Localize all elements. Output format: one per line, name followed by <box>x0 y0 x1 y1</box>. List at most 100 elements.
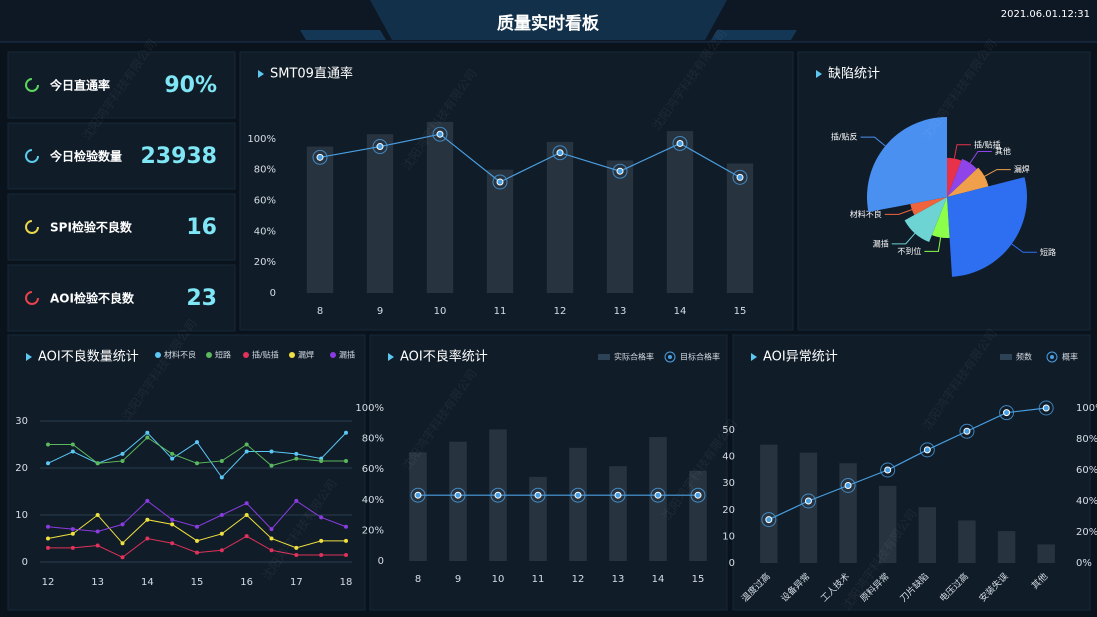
point <box>319 515 324 520</box>
pie-slice <box>947 158 977 197</box>
point <box>294 545 299 550</box>
point <box>95 543 100 548</box>
point <box>195 440 199 445</box>
panel <box>369 334 728 611</box>
point <box>344 538 348 543</box>
point <box>736 173 744 181</box>
point <box>219 513 224 517</box>
x-tick-label: 9 <box>377 306 383 317</box>
x-tick-label: 11 <box>494 306 507 317</box>
header-deco <box>300 30 386 40</box>
y-tick-label: 20 <box>722 505 735 516</box>
point <box>195 550 199 555</box>
x-tick-label: 10 <box>492 574 505 585</box>
point <box>344 524 348 529</box>
point-ring <box>840 478 856 493</box>
x-tick-label: 12 <box>572 574 585 585</box>
kpi-label: SPI检验不良数 <box>50 220 133 235</box>
point <box>344 430 348 435</box>
point <box>244 442 249 447</box>
bar <box>649 437 667 561</box>
point <box>170 456 175 461</box>
y-tick-label: 100% <box>247 134 276 145</box>
point <box>219 548 224 553</box>
point <box>46 536 50 541</box>
y2-tick-label: 40% <box>1076 496 1097 507</box>
leader-line <box>1011 243 1038 253</box>
pie-slice <box>947 167 989 197</box>
point-ring <box>919 442 935 458</box>
y-tick-label: 0 <box>22 557 28 568</box>
bar <box>760 444 778 563</box>
point <box>316 153 324 161</box>
point <box>269 527 274 532</box>
point-ring <box>672 135 688 151</box>
y2-tick-label: 60% <box>1076 465 1097 476</box>
y2-tick-label: 20% <box>1076 527 1097 538</box>
kpi-value: 23 <box>186 286 217 311</box>
point-ring <box>552 145 568 161</box>
point <box>145 517 150 522</box>
kpi-ring <box>25 220 39 234</box>
y-tick-label: 40% <box>362 495 384 506</box>
point <box>120 458 125 463</box>
y-tick-label: 60% <box>254 196 276 207</box>
point <box>1003 409 1011 417</box>
x-tick-label: 16 <box>240 577 253 588</box>
x-tick-label: 15 <box>191 577 204 588</box>
y-tick-label: 80% <box>254 165 276 176</box>
legend-swatch <box>289 352 295 358</box>
title-marker <box>388 353 394 361</box>
point-ring <box>999 405 1015 421</box>
y-tick-label: 10 <box>722 531 735 542</box>
panel <box>7 51 236 119</box>
title-marker <box>816 70 822 78</box>
legend-label: 材料不良 <box>164 350 196 360</box>
page-title: 质量实时看板 <box>497 13 600 34</box>
line <box>319 133 741 183</box>
legend-swatch <box>1050 355 1054 359</box>
point-ring <box>732 169 748 185</box>
y-tick-label: 30 <box>722 478 735 489</box>
x-tick-label: 8 <box>317 306 323 317</box>
bar <box>569 447 587 561</box>
x-tick-label: 13 <box>614 306 627 317</box>
x-tick-label: 12 <box>42 577 55 588</box>
bar <box>689 470 707 561</box>
panel-title: AOI不良数量统计 <box>38 349 139 365</box>
legend-swatch <box>243 352 249 358</box>
x-tick-label: 8 <box>415 574 421 585</box>
y2-tick-label: 80% <box>1076 434 1097 445</box>
point-ring <box>959 423 975 439</box>
bar <box>878 485 897 563</box>
point <box>884 466 892 474</box>
legend-label: 目标合格率 <box>680 352 720 362</box>
point <box>120 541 125 546</box>
y-tick-label: 60% <box>362 464 384 475</box>
point-ring <box>610 487 626 503</box>
point <box>556 149 564 157</box>
legend-swatch <box>664 351 676 363</box>
leader-line <box>924 237 942 252</box>
datetime: 2021.06.01.12:31 <box>1001 9 1090 20</box>
bar <box>306 146 334 293</box>
leader-line <box>953 144 971 159</box>
pie-slice <box>947 177 1027 277</box>
point <box>120 555 125 560</box>
point-ring <box>492 174 508 190</box>
x-tick-label: 14 <box>674 306 687 317</box>
y-tick-label: 40% <box>254 226 276 237</box>
y-tick-label: 10 <box>15 510 28 521</box>
panel <box>7 122 236 190</box>
point <box>765 516 773 524</box>
point <box>269 449 274 454</box>
legend-label: 漏插 <box>339 350 355 360</box>
point <box>844 482 852 489</box>
header-deco <box>711 30 797 40</box>
x-tick-label: 9 <box>455 574 461 585</box>
pie-label: 漏焊 <box>1014 164 1030 174</box>
panel <box>7 334 366 611</box>
point <box>120 522 125 527</box>
pie-label: 不到位 <box>897 246 921 256</box>
